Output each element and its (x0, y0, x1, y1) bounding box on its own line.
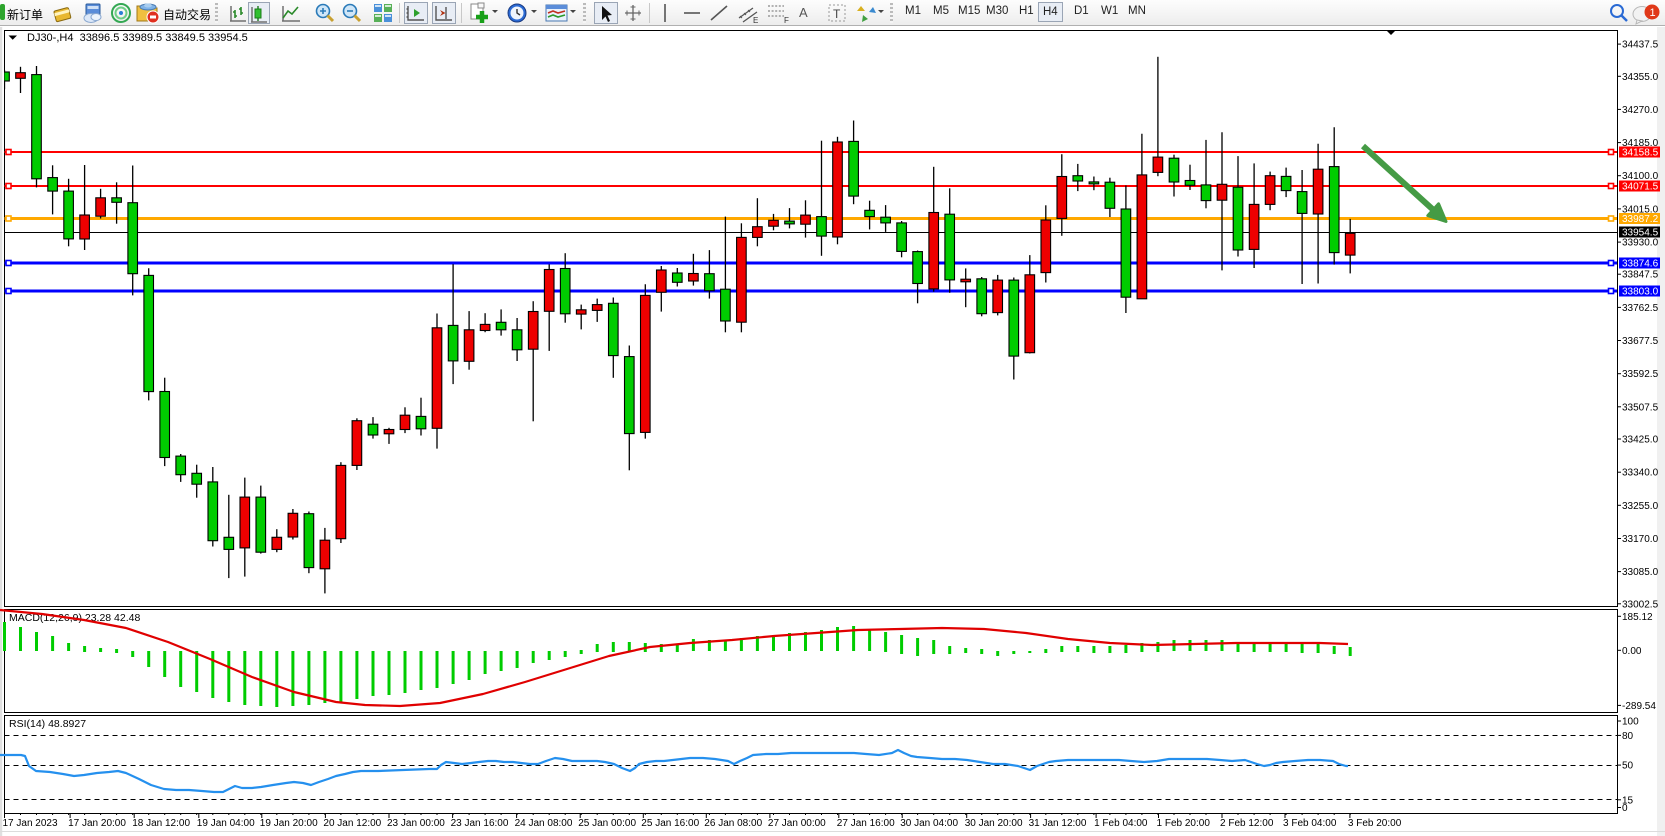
svg-text:33874.6: 33874.6 (1622, 259, 1659, 270)
svg-text:30 Jan 20:00: 30 Jan 20:00 (965, 818, 1023, 829)
svg-text:F: F (784, 16, 789, 24)
svg-text:27 Jan 00:00: 27 Jan 00:00 (768, 818, 826, 829)
svg-text:34158.5: 34158.5 (1622, 148, 1659, 159)
svg-text:33507.5: 33507.5 (1622, 402, 1659, 413)
svg-text:3 Feb 20:00: 3 Feb 20:00 (1348, 818, 1402, 829)
svg-text:33677.5: 33677.5 (1622, 336, 1659, 347)
svg-text:0.00: 0.00 (1622, 646, 1642, 657)
svg-text:1 Feb 04:00: 1 Feb 04:00 (1094, 818, 1148, 829)
svg-text:30 Jan 04:00: 30 Jan 04:00 (900, 818, 958, 829)
svg-text:33592.5: 33592.5 (1622, 369, 1659, 380)
svg-text:2 Feb 12:00: 2 Feb 12:00 (1220, 818, 1274, 829)
svg-text:23 Jan 00:00: 23 Jan 00:00 (387, 818, 445, 829)
svg-text:27 Jan 16:00: 27 Jan 16:00 (837, 818, 895, 829)
svg-text:17 Jan 2023: 17 Jan 2023 (3, 818, 58, 829)
svg-text:19 Jan 20:00: 19 Jan 20:00 (260, 818, 318, 829)
svg-text:50: 50 (1622, 761, 1634, 772)
svg-text:0: 0 (1622, 803, 1628, 814)
svg-text:17 Jan 20:00: 17 Jan 20:00 (68, 818, 126, 829)
svg-text:34015.0: 34015.0 (1622, 204, 1659, 215)
svg-text:1 Feb 20:00: 1 Feb 20:00 (1157, 818, 1211, 829)
svg-text:33803.0: 33803.0 (1622, 287, 1659, 298)
svg-text:E: E (753, 16, 758, 24)
svg-text:33340.0: 33340.0 (1622, 468, 1659, 479)
svg-text:33255.0: 33255.0 (1622, 501, 1659, 512)
svg-text:33002.5: 33002.5 (1622, 599, 1659, 610)
svg-text:100: 100 (1622, 717, 1639, 728)
svg-text:34185.0: 34185.0 (1622, 138, 1659, 149)
svg-text:-289.54: -289.54 (1622, 701, 1656, 712)
svg-text:33085.0: 33085.0 (1622, 567, 1659, 578)
svg-text:23 Jan 16:00: 23 Jan 16:00 (451, 818, 509, 829)
svg-text:33170.0: 33170.0 (1622, 534, 1659, 545)
svg-text:33987.2: 33987.2 (1622, 214, 1659, 225)
svg-text:15: 15 (1622, 795, 1634, 806)
svg-text:25 Jan 16:00: 25 Jan 16:00 (641, 818, 699, 829)
svg-text:33930.0: 33930.0 (1622, 238, 1659, 249)
svg-text:T: T (833, 7, 841, 21)
svg-text:33847.5: 33847.5 (1622, 270, 1659, 281)
svg-text:34100.0: 34100.0 (1622, 171, 1659, 182)
svg-text:1: 1 (1650, 7, 1656, 19)
svg-text:33425.0: 33425.0 (1622, 435, 1659, 446)
svg-text:24 Jan 08:00: 24 Jan 08:00 (515, 818, 573, 829)
svg-text:34071.5: 34071.5 (1622, 182, 1659, 193)
svg-text:80: 80 (1622, 731, 1634, 742)
svg-text:33762.5: 33762.5 (1622, 303, 1659, 314)
svg-text:20 Jan 12:00: 20 Jan 12:00 (323, 818, 381, 829)
svg-text:RSI(14) 48.8927: RSI(14) 48.8927 (9, 718, 86, 730)
svg-text:33954.5: 33954.5 (1622, 228, 1659, 239)
svg-text:26 Jan 08:00: 26 Jan 08:00 (704, 818, 762, 829)
svg-text:25 Jan 00:00: 25 Jan 00:00 (578, 818, 636, 829)
svg-text:3 Feb 04:00: 3 Feb 04:00 (1283, 818, 1337, 829)
svg-text:19 Jan 04:00: 19 Jan 04:00 (197, 818, 255, 829)
svg-text:34270.0: 34270.0 (1622, 105, 1659, 116)
svg-text:34355.0: 34355.0 (1622, 72, 1659, 83)
svg-text:34437.5: 34437.5 (1622, 40, 1659, 51)
svg-text:31 Jan 12:00: 31 Jan 12:00 (1029, 818, 1087, 829)
svg-text:18 Jan 12:00: 18 Jan 12:00 (132, 818, 190, 829)
svg-text:185.12: 185.12 (1622, 612, 1653, 623)
svg-text:DJ30-,H4 33896.5 33989.5 3384: DJ30-,H4 33896.5 33989.5 33849.5 33954.5 (27, 32, 248, 44)
